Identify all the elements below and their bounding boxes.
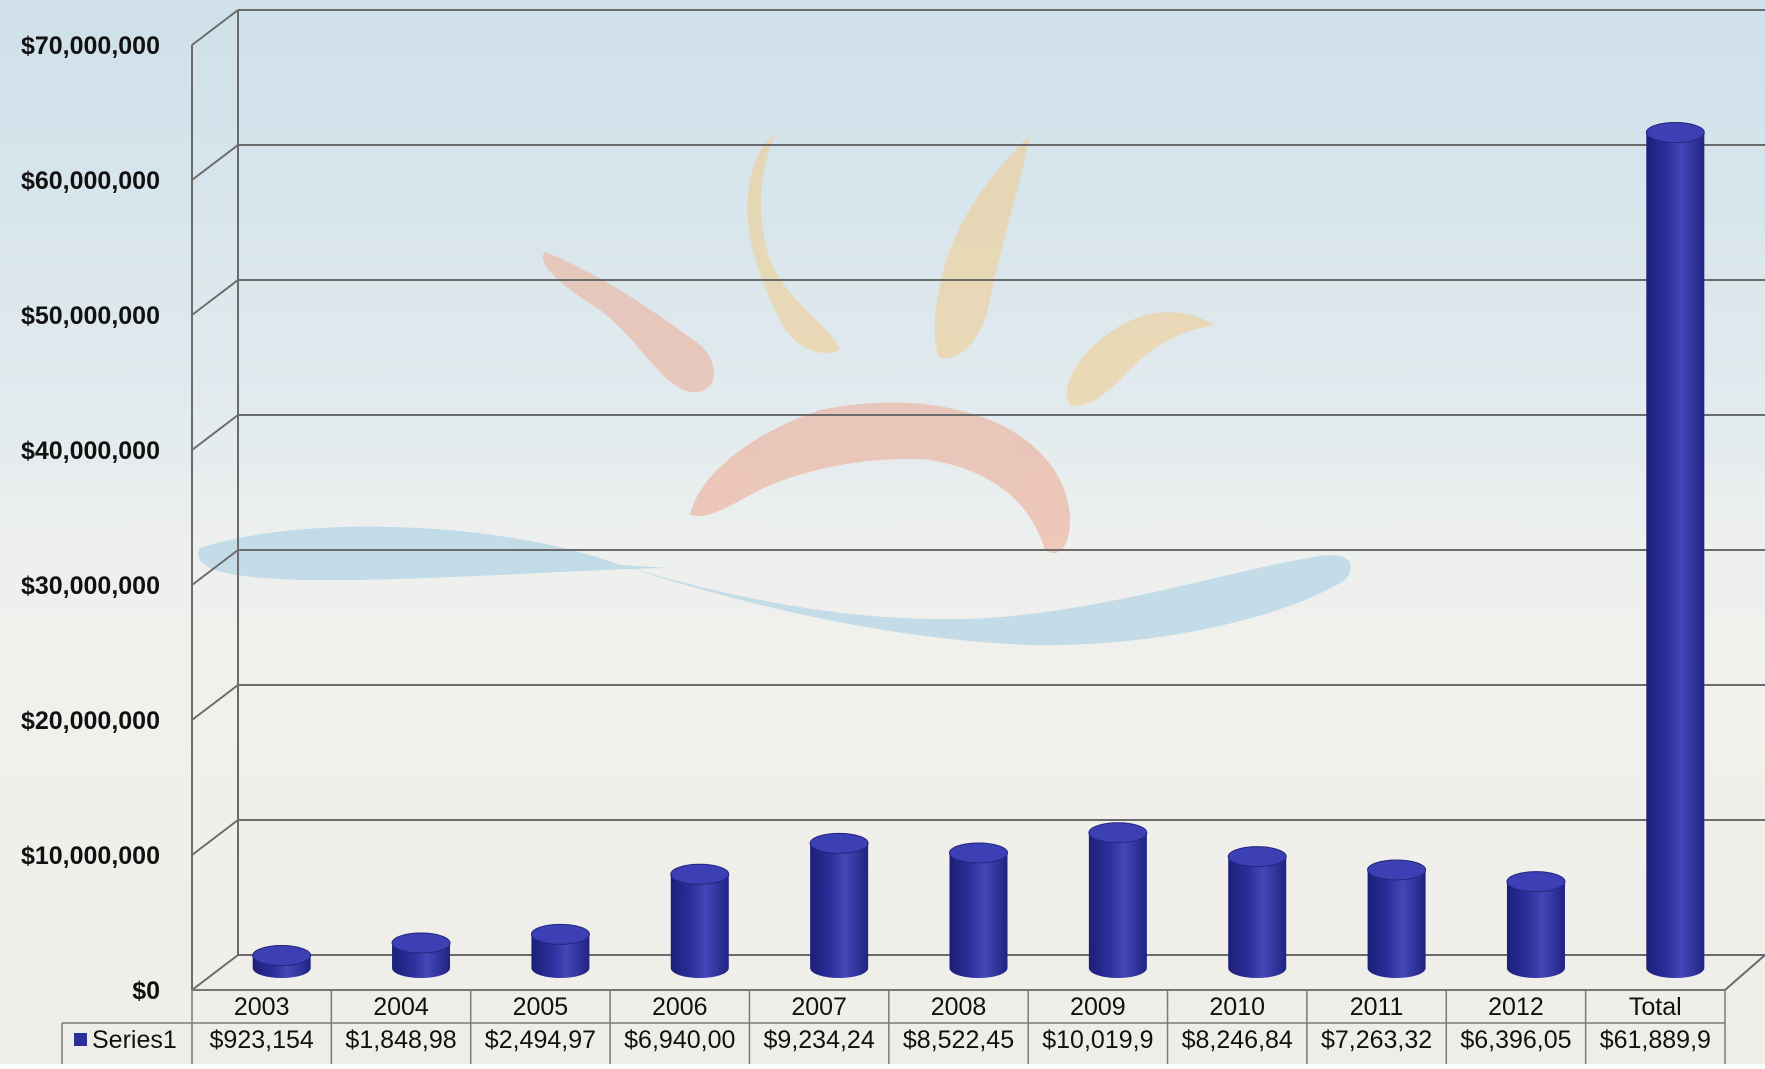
table-value-cell: $8,522,45 xyxy=(903,1026,1014,1054)
bar-2006 xyxy=(670,863,730,978)
bar-top xyxy=(949,842,1008,864)
table-value-cell: $8,246,84 xyxy=(1182,1026,1293,1054)
y-tick-label: $20,000,000 xyxy=(21,707,160,735)
bar-2009 xyxy=(1088,822,1148,978)
bar-2010 xyxy=(1227,846,1287,978)
table-value-cell: $9,234,24 xyxy=(764,1026,875,1054)
legend-series-label: Series1 xyxy=(92,1026,177,1054)
bar-body xyxy=(949,852,1008,978)
y-tick-label: $70,000,000 xyxy=(21,32,160,60)
category-label: 2012 xyxy=(1488,993,1544,1021)
bar-2005 xyxy=(530,923,590,978)
y-tick-label: $50,000,000 xyxy=(21,302,160,330)
category-label: 2008 xyxy=(931,993,987,1021)
table-value-cell: $7,263,32 xyxy=(1321,1026,1432,1054)
bar-body xyxy=(531,934,590,978)
category-label: 2010 xyxy=(1209,993,1265,1021)
category-label: 2011 xyxy=(1350,993,1404,1021)
bar-top xyxy=(391,932,451,954)
bar-top xyxy=(1227,846,1287,868)
y-tick-label: $30,000,000 xyxy=(21,572,160,600)
legend-marker xyxy=(74,1033,87,1046)
bar-2003 xyxy=(252,945,312,978)
gridline-diagonal xyxy=(191,954,239,991)
bar-2007 xyxy=(809,832,869,978)
bar-2008 xyxy=(949,842,1008,978)
category-label: 2004 xyxy=(373,993,429,1021)
bar-top xyxy=(670,863,730,885)
bar-body xyxy=(1228,856,1287,978)
y-tick-label: $10,000,000 xyxy=(21,842,160,870)
table-value-cell: $61,889,9 xyxy=(1600,1026,1711,1054)
table-value-cell: $10,019,9 xyxy=(1042,1026,1153,1054)
category-label: 2007 xyxy=(791,993,847,1021)
bar-top xyxy=(809,832,869,854)
bar-top xyxy=(252,945,312,967)
y-tick-label: $60,000,000 xyxy=(21,167,160,195)
bar-2004 xyxy=(391,932,451,978)
bar-top xyxy=(1506,871,1566,893)
bar-body xyxy=(1088,832,1147,978)
bar-top xyxy=(1367,859,1427,881)
gridline-diagonal xyxy=(191,9,239,46)
bar-2011 xyxy=(1367,859,1427,978)
gridline-diagonal xyxy=(191,279,239,316)
bars xyxy=(252,121,1705,979)
bar-top xyxy=(1645,121,1705,143)
gridline-diagonal xyxy=(191,549,239,586)
table-value-cell: $2,494,97 xyxy=(485,1026,596,1054)
category-label: 2005 xyxy=(513,993,569,1021)
data-table: 2003 2004 2005 2006 2007 2008 2009 2010 2011 2012… xyxy=(61,989,1726,1064)
y-tick-label: $0 xyxy=(132,977,160,1005)
bar-body xyxy=(1367,869,1426,978)
bar-body xyxy=(670,874,729,978)
bar-body xyxy=(1646,132,1705,979)
gridline-diagonal xyxy=(191,144,239,181)
table-value-cell: $1,848,98 xyxy=(345,1026,456,1054)
bar-body xyxy=(1506,881,1565,978)
bar-2012 xyxy=(1506,871,1566,978)
bar-Total xyxy=(1645,121,1705,979)
y-tick-label: $40,000,000 xyxy=(21,437,160,465)
gridline-diagonal xyxy=(191,414,239,451)
table-value-cell: $6,940,00 xyxy=(624,1026,735,1054)
y-axis-tick-labels: $0 $10,000,000 $20,000,000 $30,000,000 $40,0… xyxy=(21,32,160,1005)
bar-top xyxy=(1088,822,1148,844)
category-label: 2003 xyxy=(234,993,290,1021)
gridline-diagonal xyxy=(191,819,239,856)
category-label: 2006 xyxy=(652,993,708,1021)
table-value-cell: $923,154 xyxy=(210,1026,314,1054)
category-label: Total xyxy=(1629,993,1682,1021)
bar-top xyxy=(530,923,590,945)
table-value-cell: $6,396,05 xyxy=(1460,1026,1571,1054)
floor-right-edge xyxy=(1724,954,1765,991)
category-label: 2009 xyxy=(1070,993,1126,1021)
bar-body xyxy=(810,843,869,978)
gridline-diagonal xyxy=(191,684,239,721)
